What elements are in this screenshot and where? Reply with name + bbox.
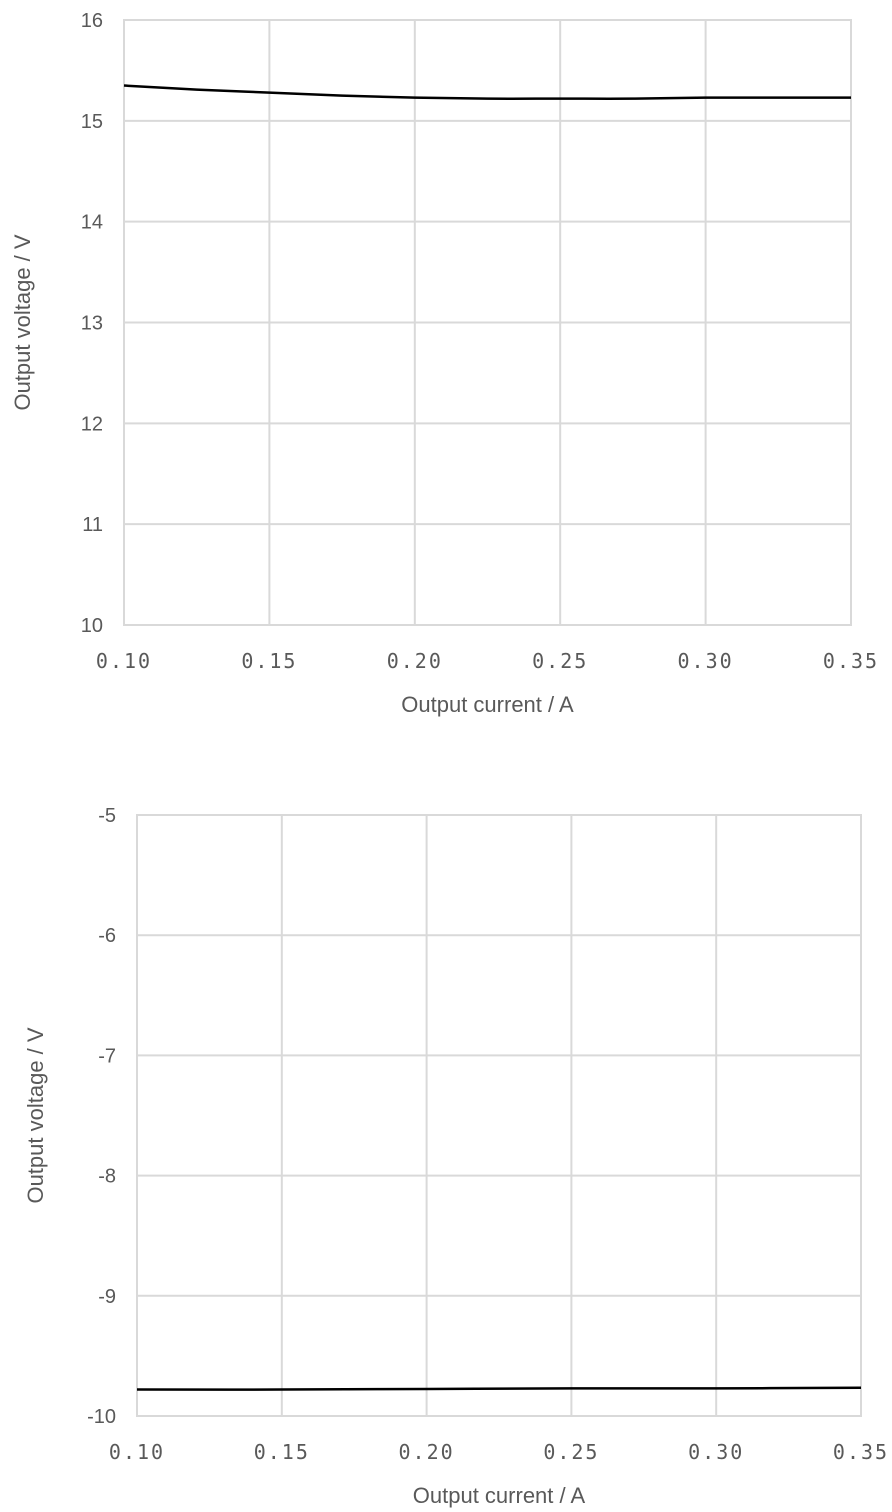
x-tick-label: 0.30 bbox=[688, 1440, 744, 1464]
x-tick-label: 0.25 bbox=[532, 649, 588, 673]
plot-area bbox=[123, 19, 852, 626]
y-tick-label: -8 bbox=[98, 1166, 116, 1188]
y-axis-label: Output voltage / V bbox=[10, 234, 35, 410]
y-tick-label: 12 bbox=[81, 413, 103, 435]
y-axis-label: Output voltage / V bbox=[23, 1027, 48, 1203]
x-axis-label: Output current / A bbox=[413, 1483, 586, 1508]
x-tick-label: 0.10 bbox=[109, 1440, 165, 1464]
y-tick-label: -6 bbox=[98, 925, 116, 947]
y-tick-label: 15 bbox=[81, 111, 103, 133]
series-line bbox=[123, 84, 851, 100]
y-tick-label: 14 bbox=[81, 212, 103, 234]
x-tick-label: 0.35 bbox=[833, 1440, 889, 1464]
x-tick-label: 0.15 bbox=[254, 1440, 310, 1464]
y-tick-label: 16 bbox=[81, 10, 103, 32]
y-tick-label: -9 bbox=[98, 1286, 116, 1308]
y-tick-label: 11 bbox=[82, 514, 103, 536]
y-tick-label: -7 bbox=[98, 1045, 116, 1067]
x-tick-label: 0.20 bbox=[387, 649, 443, 673]
x-tick-label: 0.20 bbox=[399, 1440, 455, 1464]
x-tick-label: 0.10 bbox=[96, 649, 152, 673]
x-tick-label: 0.15 bbox=[241, 649, 297, 673]
y-tick-label: 10 bbox=[81, 615, 103, 637]
y-tick-label: 13 bbox=[81, 313, 103, 335]
x-tick-label: 0.30 bbox=[678, 649, 734, 673]
series-line bbox=[136, 1386, 862, 1391]
x-tick-label: 0.25 bbox=[543, 1440, 599, 1464]
y-tick-label: -10 bbox=[87, 1406, 116, 1428]
x-tick-label: 0.35 bbox=[823, 649, 879, 673]
x-axis-label: Output current / A bbox=[401, 692, 574, 717]
chart-2: 0.10 0.15 0.20 0.25 0.30 0.35 -10 -9 -8 -7 -6 -5 Out… bbox=[23, 805, 889, 1508]
chart-1: 0.10 0.15 0.20 0.25 0.30 0.35 10 11 12 13 14 15 16 Ou… bbox=[10, 10, 879, 717]
plot-area bbox=[136, 814, 862, 1417]
y-tick-label: -5 bbox=[98, 805, 116, 827]
